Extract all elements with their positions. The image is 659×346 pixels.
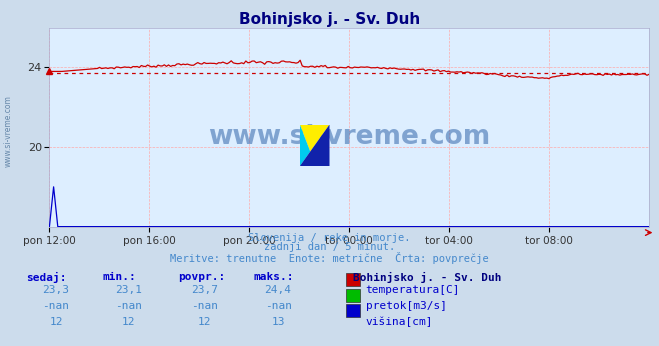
- Text: -nan: -nan: [265, 301, 291, 311]
- Text: sedaj:: sedaj:: [26, 272, 67, 283]
- Text: 12: 12: [49, 317, 63, 327]
- Text: povpr.:: povpr.:: [178, 272, 225, 282]
- Text: Meritve: trenutne  Enote: metrične  Črta: povprečje: Meritve: trenutne Enote: metrične Črta: …: [170, 252, 489, 264]
- Text: pretok[m3/s]: pretok[m3/s]: [366, 301, 447, 311]
- Text: 13: 13: [272, 317, 285, 327]
- Text: 24,4: 24,4: [265, 285, 291, 295]
- Text: 23,3: 23,3: [43, 285, 69, 295]
- Text: -nan: -nan: [191, 301, 217, 311]
- Text: www.si-vreme.com: www.si-vreme.com: [208, 124, 490, 150]
- Polygon shape: [300, 125, 330, 166]
- Text: 12: 12: [122, 317, 135, 327]
- Text: temperatura[C]: temperatura[C]: [366, 285, 460, 295]
- Text: 12: 12: [198, 317, 211, 327]
- Text: Slovenija / reke in morje.: Slovenija / reke in morje.: [248, 233, 411, 243]
- Text: min.:: min.:: [102, 272, 136, 282]
- Text: Bohinjsko j. - Sv. Duh: Bohinjsko j. - Sv. Duh: [239, 12, 420, 27]
- Text: 23,7: 23,7: [191, 285, 217, 295]
- Text: Bohinjsko j. - Sv. Duh: Bohinjsko j. - Sv. Duh: [353, 272, 501, 283]
- Polygon shape: [300, 125, 330, 152]
- Text: -nan: -nan: [43, 301, 69, 311]
- Polygon shape: [300, 125, 310, 166]
- Text: zadnji dan / 5 minut.: zadnji dan / 5 minut.: [264, 242, 395, 252]
- Text: maks.:: maks.:: [254, 272, 294, 282]
- Text: 23,1: 23,1: [115, 285, 142, 295]
- Text: višina[cm]: višina[cm]: [366, 317, 433, 327]
- Text: -nan: -nan: [115, 301, 142, 311]
- Text: www.si-vreme.com: www.si-vreme.com: [3, 95, 13, 167]
